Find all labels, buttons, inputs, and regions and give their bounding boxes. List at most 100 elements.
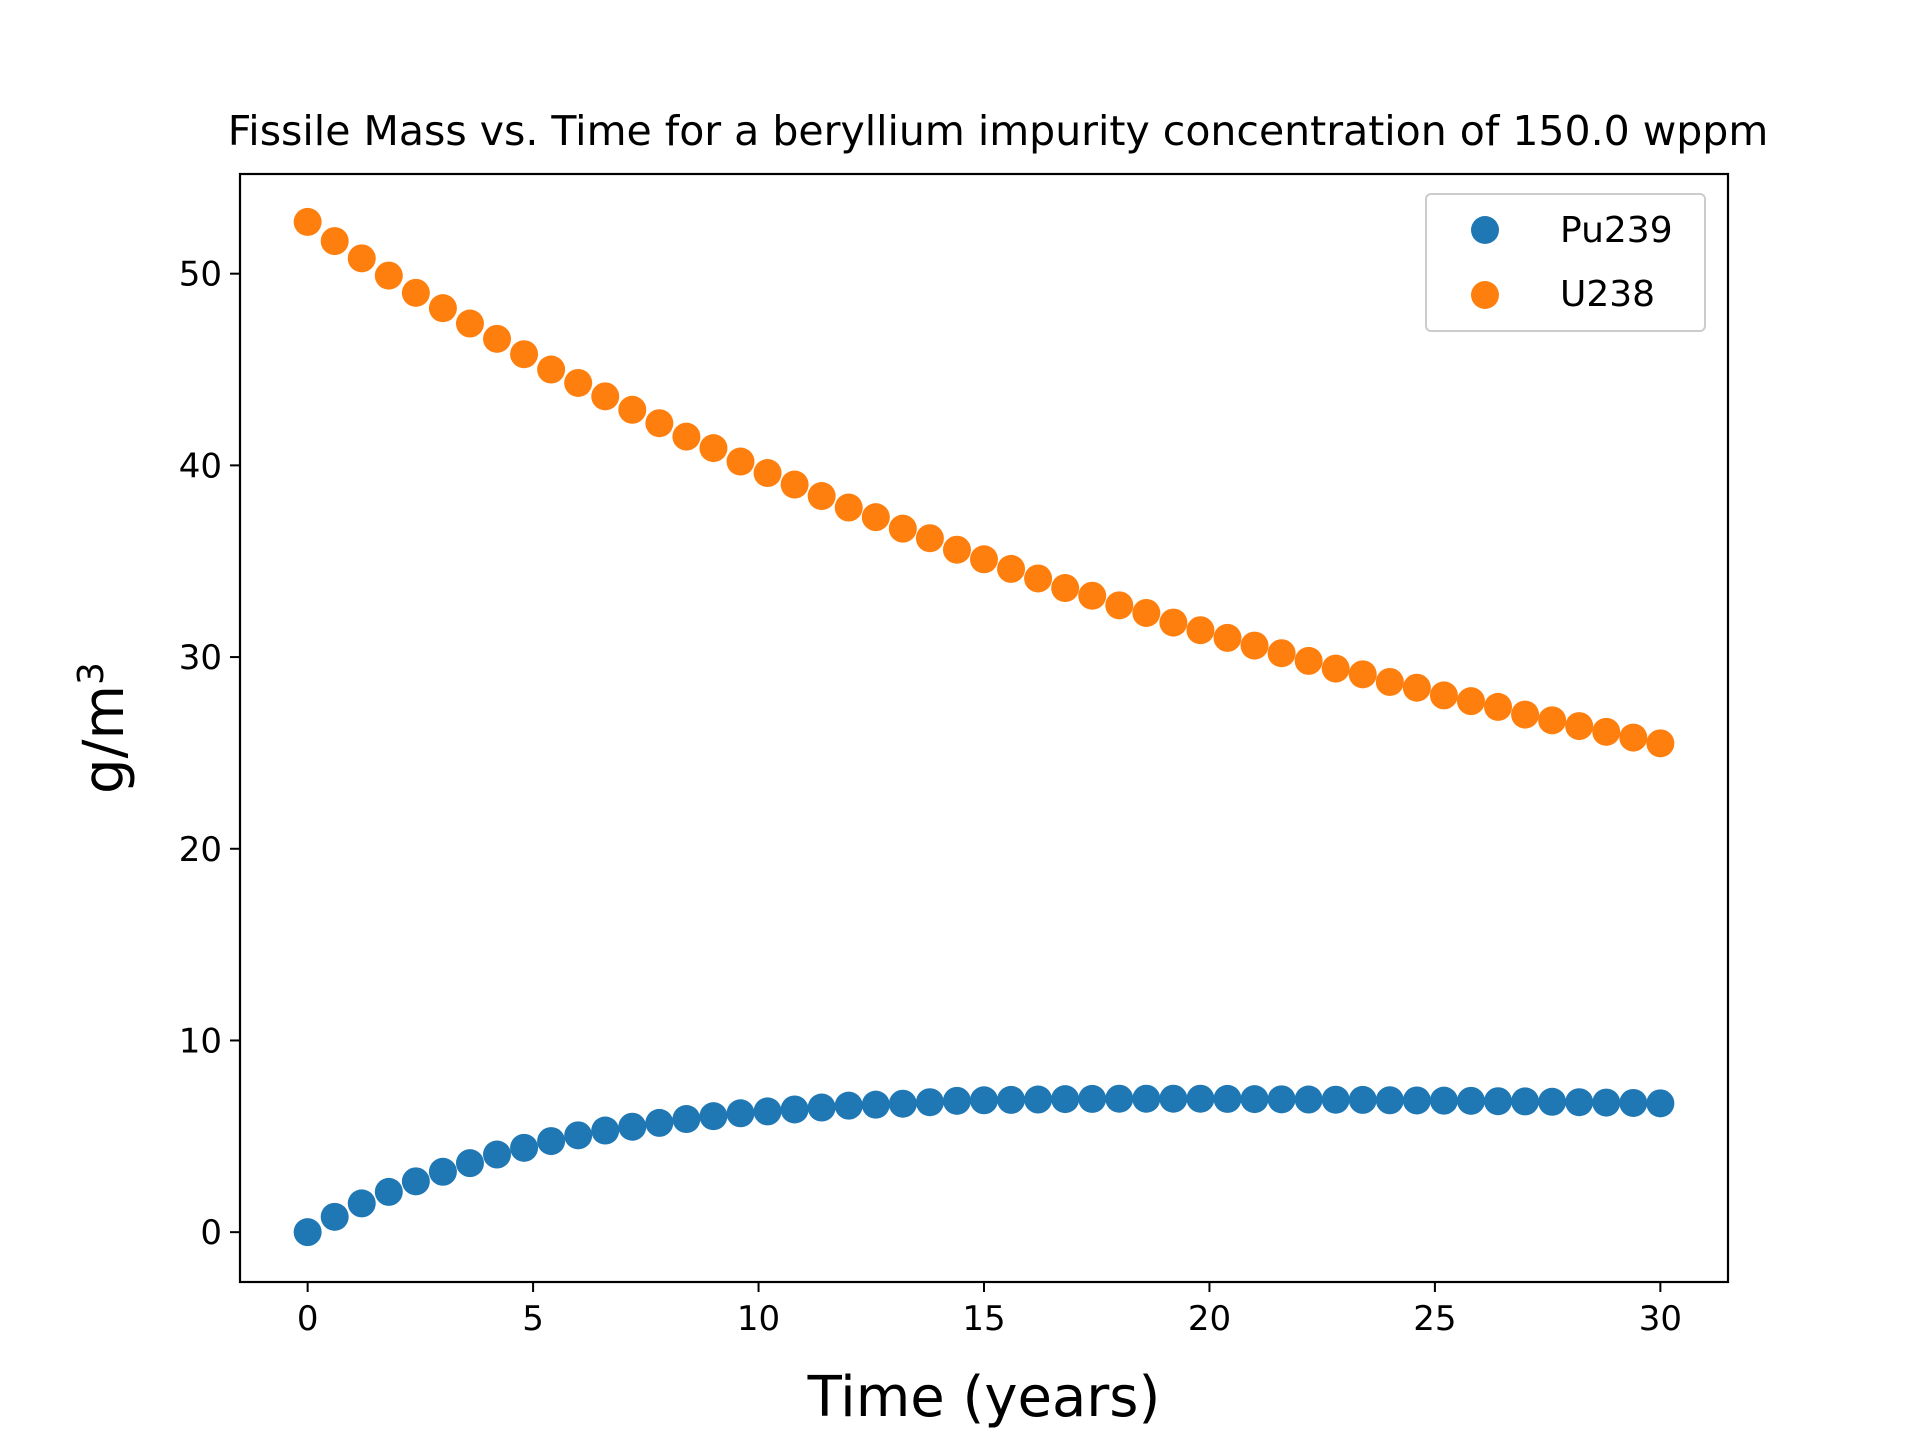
data-point-pu239 (1186, 1084, 1215, 1113)
data-point-pu239 (564, 1121, 593, 1150)
data-point-u238 (1186, 616, 1215, 645)
data-point-pu239 (1051, 1085, 1080, 1114)
x-tick-label: 15 (962, 1299, 1005, 1339)
data-point-u238 (1024, 564, 1053, 593)
data-point-u238 (1402, 673, 1431, 702)
data-point-pu239 (1375, 1086, 1404, 1115)
y-tick-label: 40 (179, 446, 222, 486)
y-tick-label: 50 (179, 255, 222, 295)
data-point-pu239 (997, 1085, 1026, 1114)
data-point-pu239 (1565, 1088, 1594, 1117)
data-point-u238 (1078, 581, 1107, 610)
data-point-pu239 (510, 1133, 539, 1162)
data-point-u238 (591, 382, 620, 411)
data-point-u238 (618, 395, 647, 424)
data-point-pu239 (1402, 1086, 1431, 1115)
data-point-pu239 (970, 1086, 998, 1115)
data-point-u238 (1619, 723, 1648, 752)
data-point-pu239 (1511, 1087, 1540, 1116)
data-point-u238 (1375, 667, 1404, 696)
data-point-pu239 (374, 1177, 403, 1206)
data-point-u238 (699, 434, 728, 463)
x-tick-label: 10 (737, 1299, 780, 1339)
data-point-pu239 (1240, 1085, 1269, 1114)
data-point-u238 (1511, 700, 1540, 729)
data-point-pu239 (428, 1157, 457, 1186)
data-point-pu239 (401, 1167, 430, 1196)
y-tick-label: 20 (179, 830, 222, 870)
data-point-u238 (780, 470, 809, 499)
data-point-u238 (1348, 660, 1377, 689)
data-point-pu239 (483, 1140, 512, 1169)
data-point-pu239 (347, 1189, 376, 1218)
data-point-pu239 (1024, 1085, 1053, 1114)
x-tick-label: 20 (1188, 1299, 1231, 1339)
data-point-u238 (564, 368, 593, 397)
data-point-pu239 (1159, 1084, 1188, 1113)
data-point-pu239 (1078, 1084, 1107, 1113)
y-axis-title-base: g/m (72, 685, 137, 794)
y-tick-label: 0 (200, 1213, 222, 1253)
data-point-pu239 (780, 1095, 809, 1124)
data-point-u238 (1456, 687, 1485, 716)
x-axis: 0 5 10 15 20 25 30 (297, 1282, 1682, 1339)
data-point-u238 (726, 447, 755, 476)
data-point-pu239 (1592, 1088, 1621, 1117)
data-point-u238 (753, 459, 782, 488)
data-point-pu239 (1348, 1085, 1377, 1114)
y-axis: 0 10 20 30 40 50 (179, 255, 240, 1253)
legend-label-u238: U238 (1560, 274, 1655, 315)
data-point-pu239 (888, 1089, 917, 1118)
data-point-u238 (942, 535, 971, 564)
data-point-pu239 (834, 1091, 863, 1120)
data-point-u238 (1429, 681, 1458, 710)
data-point-u238 (1538, 706, 1567, 735)
data-point-u238 (1159, 608, 1188, 637)
data-point-pu239 (699, 1102, 728, 1131)
data-point-u238 (293, 207, 322, 236)
data-point-u238 (861, 503, 890, 532)
legend-marker-u238 (1471, 281, 1499, 309)
data-point-pu239 (1267, 1085, 1296, 1114)
data-point-u238 (510, 340, 539, 369)
series-u238 (293, 207, 1675, 758)
data-point-u238 (997, 554, 1026, 583)
x-tick-label: 30 (1639, 1299, 1682, 1339)
data-point-u238 (401, 278, 430, 307)
legend-label-pu239: Pu239 (1560, 210, 1673, 251)
data-point-pu239 (1105, 1084, 1134, 1113)
data-point-pu239 (1484, 1087, 1513, 1116)
data-point-u238 (970, 545, 998, 574)
data-point-u238 (1294, 646, 1323, 675)
data-point-u238 (1105, 591, 1134, 620)
data-point-u238 (1267, 639, 1296, 668)
data-point-u238 (455, 309, 484, 338)
data-point-u238 (320, 227, 349, 256)
legend-marker-pu239 (1471, 216, 1499, 244)
y-tick-label: 10 (179, 1021, 222, 1061)
y-tick-label: 30 (179, 638, 222, 678)
data-points (293, 207, 1675, 1247)
data-point-u238 (672, 422, 701, 451)
x-tick-label: 25 (1413, 1299, 1456, 1339)
data-point-u238 (374, 261, 403, 290)
data-point-pu239 (591, 1116, 620, 1145)
series-pu239 (293, 1084, 1675, 1247)
data-point-pu239 (320, 1202, 349, 1231)
data-point-pu239 (915, 1088, 944, 1117)
data-point-u238 (347, 244, 376, 273)
data-point-u238 (888, 514, 917, 543)
data-point-pu239 (1294, 1085, 1323, 1114)
data-point-u238 (1240, 631, 1269, 660)
data-point-pu239 (1619, 1088, 1648, 1117)
data-point-pu239 (537, 1127, 566, 1156)
data-point-pu239 (293, 1218, 322, 1247)
y-axis-title: g/m3 (71, 662, 138, 794)
data-point-u238 (645, 409, 674, 438)
data-point-pu239 (726, 1099, 755, 1128)
x-axis-title: Time (years) (807, 1365, 1161, 1430)
data-point-pu239 (1132, 1084, 1161, 1113)
data-point-pu239 (807, 1093, 836, 1122)
data-point-pu239 (1429, 1086, 1458, 1115)
